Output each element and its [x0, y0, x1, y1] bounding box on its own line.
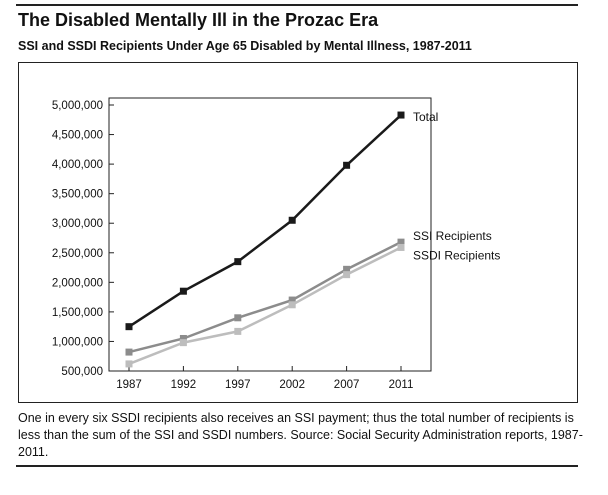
data-point-ssdi — [288, 301, 296, 309]
series-label-ssi: SSI Recipients — [413, 229, 492, 243]
x-tick-label: 2011 — [389, 379, 414, 391]
data-point-ssi — [397, 238, 405, 246]
plot-area — [108, 97, 432, 372]
data-point-ssi — [343, 265, 351, 273]
data-point-ssdi — [397, 243, 405, 251]
data-point-ssdi — [234, 327, 242, 335]
y-tick-label: 5,000,000 — [52, 100, 103, 112]
y-tick-label: 1,000,000 — [52, 336, 103, 348]
data-point-total — [288, 216, 296, 224]
data-point-total — [125, 323, 133, 331]
data-point-ssdi — [179, 339, 187, 347]
y-tick-label: 500,000 — [61, 366, 103, 378]
series-line-ssi — [128, 241, 402, 354]
x-tick-label: 2002 — [279, 379, 305, 391]
y-tick-label: 2,000,000 — [52, 277, 103, 289]
series-label-ssdi: SSDI Recipients — [413, 248, 500, 262]
x-tick-label: 1997 — [225, 379, 251, 391]
y-tick-label: 4,500,000 — [52, 130, 103, 142]
data-point-ssi — [125, 348, 133, 356]
data-point-ssdi — [343, 271, 351, 279]
data-point-total — [179, 287, 187, 295]
bottom-rule — [16, 465, 578, 467]
x-tick-label: 1987 — [116, 379, 142, 391]
data-point-total — [234, 258, 242, 266]
y-tick-label: 3,000,000 — [52, 218, 103, 230]
data-point-ssdi — [125, 360, 133, 368]
chart-caption: One in every six SSDI recipients also re… — [18, 411, 583, 459]
data-point-ssi — [288, 296, 296, 304]
chart-panel: 500,000 1,000,000 1,500,000 2,000,000 2,500,… — [18, 62, 578, 403]
y-tick-label: 4,000,000 — [52, 159, 103, 171]
chart-subtitle: SSI and SSDI Recipients Under Age 65 Dis… — [18, 39, 472, 53]
series-line-total — [128, 114, 402, 328]
data-point-total — [343, 161, 351, 169]
y-tick-label: 1,500,000 — [52, 307, 103, 319]
series-line-ssdi — [128, 246, 402, 366]
data-point-ssi — [179, 334, 187, 342]
x-tick-label: 1992 — [171, 379, 197, 391]
top-rule — [16, 4, 578, 6]
y-tick-label: 3,500,000 — [52, 189, 103, 201]
line-chart: 500,000 1,000,000 1,500,000 2,000,000 2,500,… — [52, 97, 500, 391]
series-label-total: Total — [413, 110, 438, 124]
data-point-ssi — [234, 314, 242, 322]
x-tick-label: 2007 — [334, 379, 360, 391]
data-point-total — [397, 111, 405, 119]
y-tick-label: 2,500,000 — [52, 248, 103, 260]
chart-title: The Disabled Mentally Ill in the Prozac … — [18, 10, 379, 30]
